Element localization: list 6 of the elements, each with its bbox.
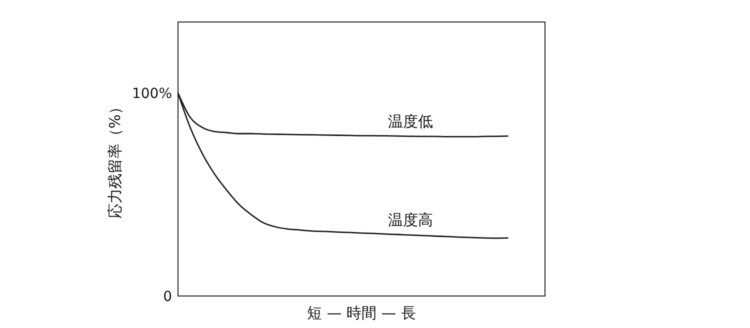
x-axis-title: 短 — 時間 — 長 (306, 304, 416, 322)
y-tick-label: 100% (132, 86, 172, 102)
y-axis-title: 応力残留率（%） (106, 99, 124, 219)
series-label: 温度低 (388, 112, 433, 130)
series-label: 温度高 (388, 211, 433, 230)
y-tick-label: 0 (163, 288, 172, 305)
